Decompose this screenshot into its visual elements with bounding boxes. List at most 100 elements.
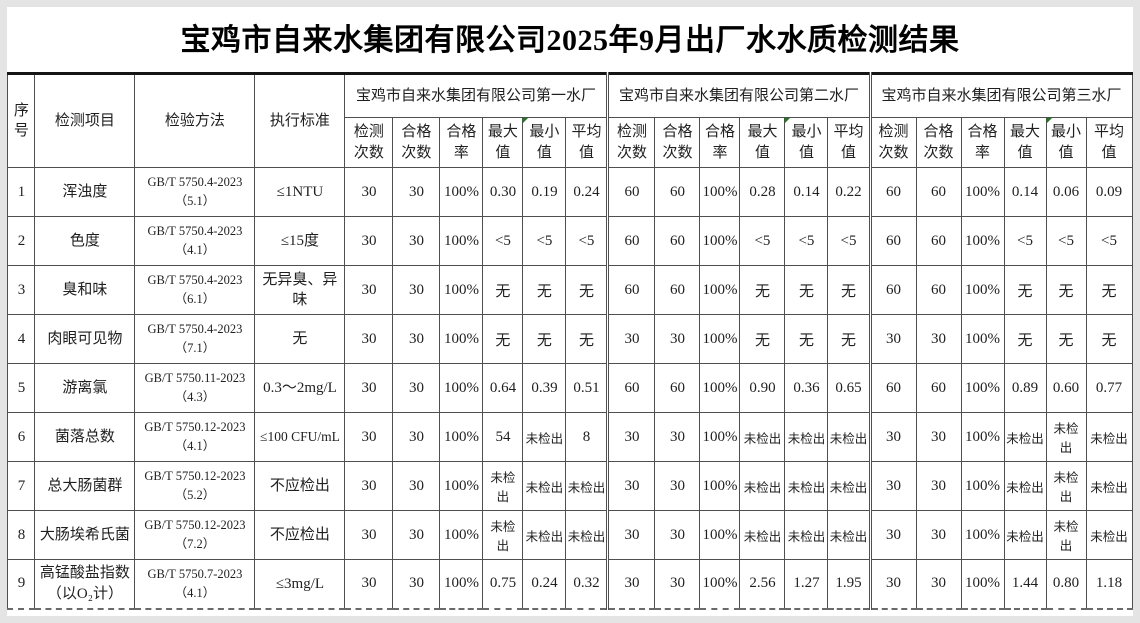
sub-header-avg: 平均值 [565,117,609,168]
item-cell: 总大肠菌群 [34,461,136,511]
value-cell: 0.60 [1045,363,1087,413]
value-cell: <5 [565,216,609,266]
value-cell: 30 [392,363,441,413]
value-cell: 100% [699,216,741,266]
value-cell: 30 [915,314,962,364]
value-cell: 1.44 [1003,559,1047,610]
value-cell: 30 [868,412,917,462]
value-cell: 未检出 [1045,461,1087,511]
value-cell: <5 [522,216,567,266]
value-cell: 100% [960,216,1005,266]
standard-cell: 无异臭、异味 [254,265,346,315]
value-cell: 0.19 [522,167,567,217]
value-cell: 无 [565,314,609,364]
value-cell: 未检出 [784,510,829,560]
value-cell: 30 [392,314,441,364]
value-cell: 30 [392,559,441,610]
value-cell: 100% [960,412,1005,462]
sub-header-max: 最大值 [482,117,524,168]
standard-cell: 0.3～2mg/L [254,363,346,413]
value-cell: 30 [654,314,701,364]
value-cell: 60 [654,216,701,266]
item-cell: 大肠埃希氏菌 [34,510,136,560]
value-cell: 30 [654,559,701,610]
value-cell: 30 [344,265,394,315]
value-cell: 0.77 [1085,363,1133,413]
value-cell: 0.09 [1085,167,1133,217]
sub-header-pass-rate: 合格率 [439,117,484,168]
sub-header-avg: 平均值 [827,117,871,168]
page-title: 宝鸡市自来水集团有限公司2025年9月出厂水水质检测结果 [180,24,960,57]
value-cell: 30 [606,559,656,610]
serial-cell: 5 [7,363,36,413]
value-cell: 未检出 [827,510,871,560]
item-cell: 高锰酸盐指数 （以O₂计） [34,559,136,610]
value-cell: <5 [1045,216,1087,266]
value-cell: <5 [482,216,524,266]
value-cell: 100% [699,461,741,511]
sub-header-pass-count: 合格次数 [915,117,962,168]
value-cell: 100% [960,461,1005,511]
serial-cell: 6 [7,412,36,462]
value-cell: 100% [699,363,741,413]
value-cell: 0.65 [827,363,871,413]
value-cell: 无 [1003,314,1047,364]
value-cell: 60 [915,216,962,266]
table-row: 3 臭和味 GB/T 5750.4-2023 （6.1） 无异臭、异味 30 30 100%… [7,265,1133,315]
value-cell: 0.75 [482,559,524,610]
value-cell: 100% [960,510,1005,560]
value-cell: 60 [915,265,962,315]
value-cell: 30 [868,559,917,610]
standard-cell: ≤100 CFU/mL [254,412,346,462]
item-cell: 游离氯 [34,363,136,413]
value-cell: 无 [482,265,524,315]
value-cell: 30 [344,216,394,266]
value-cell: 30 [654,510,701,560]
serial-cell: 4 [7,314,36,364]
value-cell: 30 [915,559,962,610]
standard-cell: ≤1NTU [254,167,346,217]
table-header: 序号 检测项目 检验方法 执行标准 宝鸡市自来水集团有限公司第一水厂 宝鸡市自来… [7,72,1133,168]
value-cell: 0.24 [522,559,567,610]
value-cell: 无 [482,314,524,364]
plant-group-header-2: 宝鸡市自来水集团有限公司第二水厂 [606,72,871,118]
value-cell: 1.18 [1085,559,1133,610]
value-cell: 60 [654,167,701,217]
value-cell: 无 [522,265,567,315]
method-cell: GB/T 5750.4-2023 （7.1） [134,314,256,364]
value-cell: 60 [868,216,917,266]
value-cell: 未检出 [565,510,609,560]
value-cell: 100% [699,559,741,610]
value-cell: 30 [868,510,917,560]
value-cell: 100% [439,216,484,266]
item-cell: 菌落总数 [34,412,136,462]
col-header-method: 检验方法 [134,72,256,168]
value-cell: 100% [439,167,484,217]
value-cell: 30 [344,363,394,413]
value-cell: 60 [868,167,917,217]
method-cell: GB/T 5750.12-2023 （5.2） [134,461,256,511]
table-row: 7 总大肠菌群 GB/T 5750.12-2023 （5.2） 不应检出 30 30 100… [7,461,1133,511]
value-cell: 0.32 [565,559,609,610]
item-cell: 色度 [34,216,136,266]
value-cell: 未检出 [522,412,567,462]
sub-header-check-count: 检测次数 [868,117,917,168]
value-cell: 无 [565,265,609,315]
standard-cell: 不应检出 [254,461,346,511]
value-cell: 100% [439,363,484,413]
table-row: 5 游离氯 GB/T 5750.11-2023 （4.3） 0.3～2mg/L 30 30… [7,363,1133,413]
value-cell: 0.24 [565,167,609,217]
sub-header-pass-count: 合格次数 [654,117,701,168]
value-cell: 30 [344,167,394,217]
method-cell: GB/T 5750.12-2023 （7.2） [134,510,256,560]
value-cell: 60 [606,167,656,217]
header-row-subcolumns: 检测次数 合格次数 合格率 最大值 最小值 平均值 检测次数 合格次数 合格率 … [8,117,1133,168]
col-header-serial: 序号 [7,72,36,168]
serial-cell: 7 [7,461,36,511]
value-cell: 0.22 [827,167,871,217]
value-cell: 100% [699,265,741,315]
method-cell: GB/T 5750.11-2023 （4.3） [134,363,256,413]
value-cell: 30 [344,461,394,511]
value-cell: 0.64 [482,363,524,413]
value-cell: 0.28 [739,167,786,217]
